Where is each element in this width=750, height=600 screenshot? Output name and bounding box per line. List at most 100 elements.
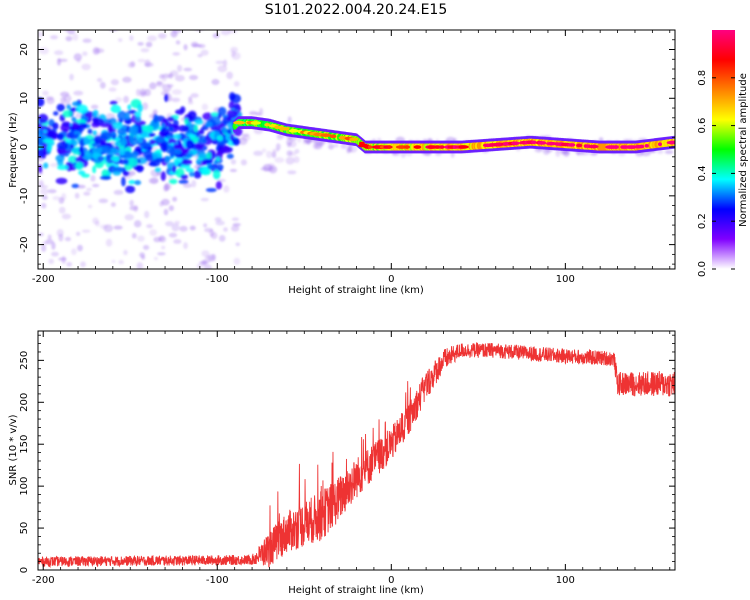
spectrogram-cluster-point xyxy=(78,146,84,154)
spectrogram-noise-point xyxy=(162,78,167,82)
spectrogram-noise-point xyxy=(197,53,203,58)
spectrogram-noise-point xyxy=(333,143,339,148)
spectrogram-cluster-point xyxy=(172,165,177,173)
spectrogram-noise-point xyxy=(189,225,196,231)
spectrogram-noise-point xyxy=(81,63,91,71)
spectrogram-ridge-peak xyxy=(438,145,445,149)
spectrogram-cluster-point xyxy=(113,166,125,173)
snr-panel: -200 -100 0 100 0 50 100 150 200 250 Height of st… xyxy=(8,330,676,596)
spectrogram-noise-point xyxy=(230,159,237,165)
spectrogram-cluster-point xyxy=(111,131,116,136)
spectrogram-cluster-point xyxy=(75,161,84,170)
colorbar-tick-label: 0.4 xyxy=(697,165,708,181)
spectrogram-cluster-point xyxy=(117,110,127,121)
spectrogram-ridge-peak xyxy=(644,143,649,148)
spectrogram-cluster-point xyxy=(128,157,138,167)
spectrogram-noise-point xyxy=(203,223,208,228)
spectrogram-noise-point xyxy=(271,151,277,159)
spectrogram-noise-point xyxy=(555,149,561,157)
spectrogram-noise-point xyxy=(168,72,173,79)
spectrogram-cluster-point xyxy=(100,140,105,147)
spectrogram-cluster-point xyxy=(110,104,122,114)
spectrogram-noise-point xyxy=(174,74,185,82)
spectrogram-noise-point xyxy=(38,180,44,187)
spectrogram-cluster-point xyxy=(128,179,136,185)
spectrogram-cluster-point xyxy=(167,116,175,122)
spectrogram-marks xyxy=(38,30,675,269)
spectrogram-noise-point xyxy=(158,236,167,243)
spectrogram-cluster-point xyxy=(99,122,112,128)
spectrogram-noise-point xyxy=(233,80,240,87)
spectrogram-cluster-point xyxy=(38,113,49,124)
spectrogram-noise-point xyxy=(289,140,297,148)
spectrogram-noise-point xyxy=(149,82,157,90)
spectrogram-noise-point xyxy=(172,196,178,202)
spectrogram-cluster-point xyxy=(232,137,241,146)
spectrogram-noise-point xyxy=(149,229,158,236)
colorbar-gradient xyxy=(712,30,735,269)
spectrogram-noise-point xyxy=(664,150,674,155)
spectrogram-cluster-point xyxy=(168,178,178,185)
spectrogram-noise-point xyxy=(122,76,132,83)
spectrogram-noise-point xyxy=(72,33,79,41)
spectrogram-noise-point xyxy=(73,90,84,96)
spectrogram-cluster-point xyxy=(221,126,228,134)
spectrogram-cluster-point xyxy=(66,104,72,110)
spectrogram-noise-point xyxy=(137,235,145,242)
spectrogram-noise-point xyxy=(65,36,73,42)
spectrogram-noise-point xyxy=(38,31,44,38)
spectrogram-cluster-point xyxy=(38,164,43,173)
spectrogram-cluster-point xyxy=(193,124,198,133)
spectrogram-ridge-peak xyxy=(576,143,583,148)
spectrogram-cluster-point xyxy=(76,123,88,129)
snr-x-tick-label: 100 xyxy=(556,575,575,586)
spectrogram-noise-point xyxy=(60,96,67,105)
spectrogram-noise-point xyxy=(96,77,103,83)
spectrogram-noise-point xyxy=(61,213,72,220)
spectrogram-noise-point xyxy=(41,244,47,252)
spectrogram-noise-point xyxy=(113,189,124,196)
spectrogram-cluster-point xyxy=(229,133,234,142)
spectrogram-noise-point xyxy=(255,112,262,116)
spectrogram-noise-point xyxy=(175,40,181,45)
spectrogram-cluster-point xyxy=(172,143,180,150)
spectrogram-cluster-point xyxy=(118,148,127,156)
spectrogram-ridge-peak xyxy=(250,121,261,125)
spectrogram-noise-point xyxy=(143,244,150,251)
spectrogram-noise-point xyxy=(346,147,351,154)
spectrogram-cluster-point xyxy=(56,141,69,150)
spectrogram-noise-point xyxy=(90,104,99,110)
spectrogram-cluster-point xyxy=(207,164,216,170)
spectrogram-cluster-point xyxy=(38,97,45,107)
spectrogram-cluster-point xyxy=(226,109,239,119)
spectrogram-noise-point xyxy=(133,220,142,228)
spectrogram-cluster-point xyxy=(108,124,114,133)
spectrogram-cluster-point xyxy=(62,110,73,118)
spectrogram-noise-point xyxy=(137,42,144,46)
spectrogram-cluster-point xyxy=(135,115,142,122)
spectrogram-noise-point xyxy=(266,150,273,159)
spectrogram-noise-point xyxy=(222,59,228,67)
spectrogram-noise-point xyxy=(155,82,165,88)
spectrogram-cluster-point xyxy=(185,139,195,150)
spectrogram-ridge-peak xyxy=(669,140,675,145)
spectrogram-noise-point xyxy=(293,156,300,164)
spectrogram-ridge-peak xyxy=(367,145,373,149)
spectrogram-cluster-point xyxy=(91,142,100,148)
spectrogram-noise-point xyxy=(340,143,348,150)
spectrogram-noise-point xyxy=(172,52,181,56)
spectrogram-cluster-point xyxy=(181,158,193,166)
spectrogram-cluster-point xyxy=(99,175,112,180)
spectrogram-noise-point xyxy=(190,93,199,98)
spectrogram-noise-point xyxy=(183,44,188,51)
spectrogram-noise-point xyxy=(38,232,44,237)
spectrogram-cluster-point xyxy=(175,109,184,115)
spectrogram-cluster-point xyxy=(75,156,85,163)
spectrogram-noise-point xyxy=(92,183,100,188)
spectrogram-noise-point xyxy=(173,239,182,244)
spectrogram-cluster-point xyxy=(197,153,209,159)
spectrogram-cluster-point xyxy=(117,127,128,135)
spectrogram-cluster-point xyxy=(128,134,135,143)
colorbar-tick-label: 0.2 xyxy=(697,213,708,229)
